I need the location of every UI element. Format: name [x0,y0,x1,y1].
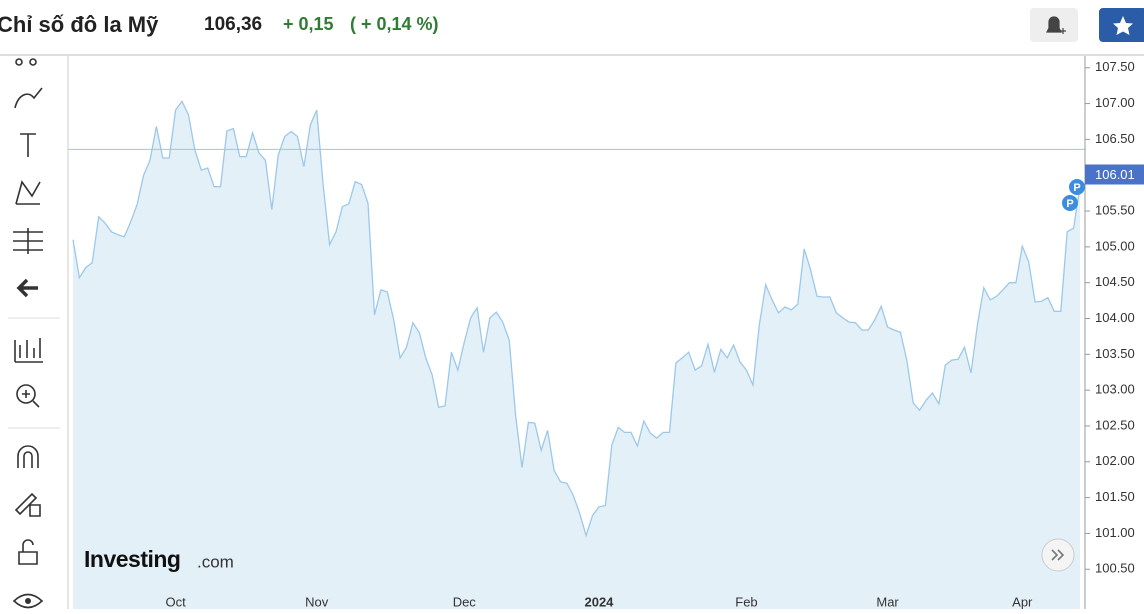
plot [68,100,1085,610]
event-marker[interactable] [1069,179,1085,195]
title: Chỉ số đô la Mỹ [0,12,159,37]
tool-unlock[interactable] [18,539,38,565]
tool-eye[interactable] [25,598,31,604]
tool-magnet[interactable] [17,445,39,468]
tool-lines[interactable] [15,58,23,66]
header-bg [0,0,1144,54]
y-tick-label: 103.50 [1095,346,1135,361]
x-tick-label: Dec [453,594,477,609]
price-tag [1085,164,1144,185]
price: 106,36 [204,14,262,35]
event-marker[interactable] [1062,195,1078,211]
toolbar-bg [0,56,60,609]
y-tick-label: 103.00 [1095,382,1135,397]
y-tick-label: 100.50 [1095,561,1135,576]
area [73,101,1080,610]
logo-suffix: .com [197,552,234,571]
y-tick-label: 107.50 [1095,59,1135,74]
event-marker-label: P [1066,198,1073,210]
tool-brush[interactable] [14,87,43,109]
toolbar [0,56,60,609]
y-tick-label: 101.00 [1095,525,1135,540]
y-tick-label: 101.50 [1095,489,1135,504]
tool-pattern[interactable] [15,180,41,205]
x-tick-label: Apr [1012,594,1033,609]
scroll-icon [1051,549,1065,561]
change: + 0,15 [283,14,334,34]
logo-brand: Investing [84,546,180,572]
line [72,100,1081,538]
star-icon [1113,16,1133,35]
change-percent: ( + 0,14 %) [350,14,439,34]
tool-chart-type[interactable] [14,338,43,363]
y-tick-label: 104.00 [1095,310,1135,325]
y-tick-label: 105.00 [1095,238,1135,253]
tool-zoom[interactable] [16,384,36,404]
tool-lock-draw[interactable] [14,492,41,517]
y-tick-label: 102.50 [1095,417,1135,432]
x-tick-label: Mar [876,594,899,609]
alert-icon [1046,16,1066,34]
y-tick-label: 105.50 [1095,202,1135,217]
price-tag-label: 106.01 [1095,167,1135,182]
tool-back[interactable] [16,278,38,298]
event-marker-label: P [1073,182,1080,194]
tool-text[interactable] [20,133,36,157]
y-tick-label: 104.50 [1095,274,1135,289]
x-tick-label: Nov [305,594,329,609]
header: Chỉ số đô la Mỹ 106,36 + 0,15 ( + 0,14 %… [0,0,1144,56]
y-tick-label: 102.00 [1095,453,1135,468]
y-tick-label: 106.50 [1095,131,1135,146]
tool-zoom[interactable] [22,390,40,408]
x-tick-label: Feb [735,594,757,609]
y-tick-label: 107.00 [1095,95,1135,110]
x-tick-label: Oct [166,594,187,609]
tool-eye[interactable] [12,593,44,609]
x-tick-label: 2024 [584,594,614,609]
tool-lines[interactable] [29,58,37,66]
tool-fib[interactable] [13,228,43,254]
